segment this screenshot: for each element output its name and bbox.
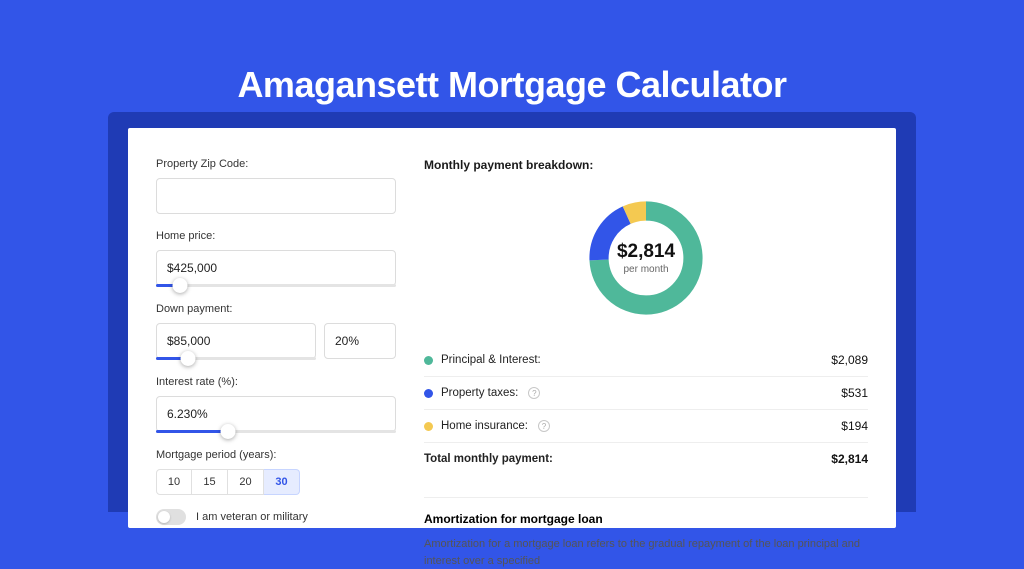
- breakdown-row: Home insurance:? $194: [424, 409, 868, 442]
- inputs-column: Property Zip Code: Home price: Down paym…: [156, 158, 396, 498]
- interest-field: Interest rate (%):: [156, 376, 396, 433]
- down-payment-label: Down payment:: [156, 303, 396, 315]
- home-price-field: Home price:: [156, 230, 396, 287]
- veteran-label: I am veteran or military: [196, 511, 308, 523]
- down-payment-pct-input[interactable]: [324, 323, 396, 359]
- interest-input[interactable]: [156, 396, 396, 432]
- breakdown-column: Monthly payment breakdown: $2,814 per mo…: [424, 158, 868, 498]
- breakdown-row: Property taxes:? $531: [424, 376, 868, 409]
- breakdown-label: Home insurance:: [441, 420, 528, 432]
- calculator-card: Property Zip Code: Home price: Down paym…: [128, 128, 896, 528]
- breakdown-row: Principal & Interest: $2,089: [424, 344, 868, 376]
- breakdown-label: Principal & Interest:: [441, 354, 541, 366]
- period-option-15[interactable]: 15: [192, 469, 228, 495]
- home-price-label: Home price:: [156, 230, 396, 242]
- period-selector: 10152030: [156, 469, 396, 495]
- period-label: Mortgage period (years):: [156, 449, 396, 461]
- breakdown-title: Monthly payment breakdown:: [424, 158, 868, 172]
- breakdown-total-row: Total monthly payment: $2,814: [424, 442, 868, 475]
- donut-sub: per month: [623, 264, 668, 275]
- donut-chart: $2,814 per month: [584, 196, 708, 320]
- zip-label: Property Zip Code:: [156, 158, 396, 170]
- period-option-10[interactable]: 10: [156, 469, 192, 495]
- info-icon[interactable]: ?: [528, 387, 540, 399]
- home-price-slider[interactable]: [156, 284, 396, 287]
- period-field: Mortgage period (years): 10152030: [156, 449, 396, 495]
- interest-label: Interest rate (%):: [156, 376, 396, 388]
- veteran-row: I am veteran or military: [156, 509, 396, 525]
- info-icon[interactable]: ?: [538, 420, 550, 432]
- breakdown-value: $194: [841, 419, 868, 433]
- veteran-toggle[interactable]: [156, 509, 186, 525]
- interest-slider[interactable]: [156, 430, 396, 433]
- toggle-knob: [158, 511, 170, 523]
- page-title: Amagansett Mortgage Calculator: [0, 64, 1024, 106]
- donut-chart-area: $2,814 per month: [424, 190, 868, 326]
- legend-dot: [424, 422, 433, 431]
- legend-dot: [424, 389, 433, 398]
- amortization-section: Amortization for mortgage loan Amortizat…: [424, 497, 868, 569]
- period-option-30[interactable]: 30: [264, 469, 300, 495]
- slider-thumb[interactable]: [173, 278, 188, 293]
- down-payment-field: Down payment:: [156, 303, 396, 360]
- legend-dot: [424, 356, 433, 365]
- donut-amount: $2,814: [617, 241, 675, 263]
- down-payment-input[interactable]: [156, 323, 316, 359]
- breakdown-value: $531: [841, 386, 868, 400]
- breakdown-value: $2,089: [831, 353, 868, 367]
- zip-input[interactable]: [156, 178, 396, 214]
- total-label: Total monthly payment:: [424, 453, 553, 465]
- slider-thumb[interactable]: [221, 424, 236, 439]
- breakdown-label: Property taxes:: [441, 387, 518, 399]
- zip-field: Property Zip Code:: [156, 158, 396, 214]
- amortization-title: Amortization for mortgage loan: [424, 512, 868, 526]
- breakdown-list: Principal & Interest: $2,089 Property taxe…: [424, 344, 868, 475]
- slider-thumb[interactable]: [181, 351, 196, 366]
- home-price-input[interactable]: [156, 250, 396, 286]
- amortization-text: Amortization for a mortgage loan refers …: [424, 536, 868, 569]
- period-option-20[interactable]: 20: [228, 469, 264, 495]
- down-payment-slider[interactable]: [156, 357, 316, 360]
- total-value: $2,814: [831, 452, 868, 466]
